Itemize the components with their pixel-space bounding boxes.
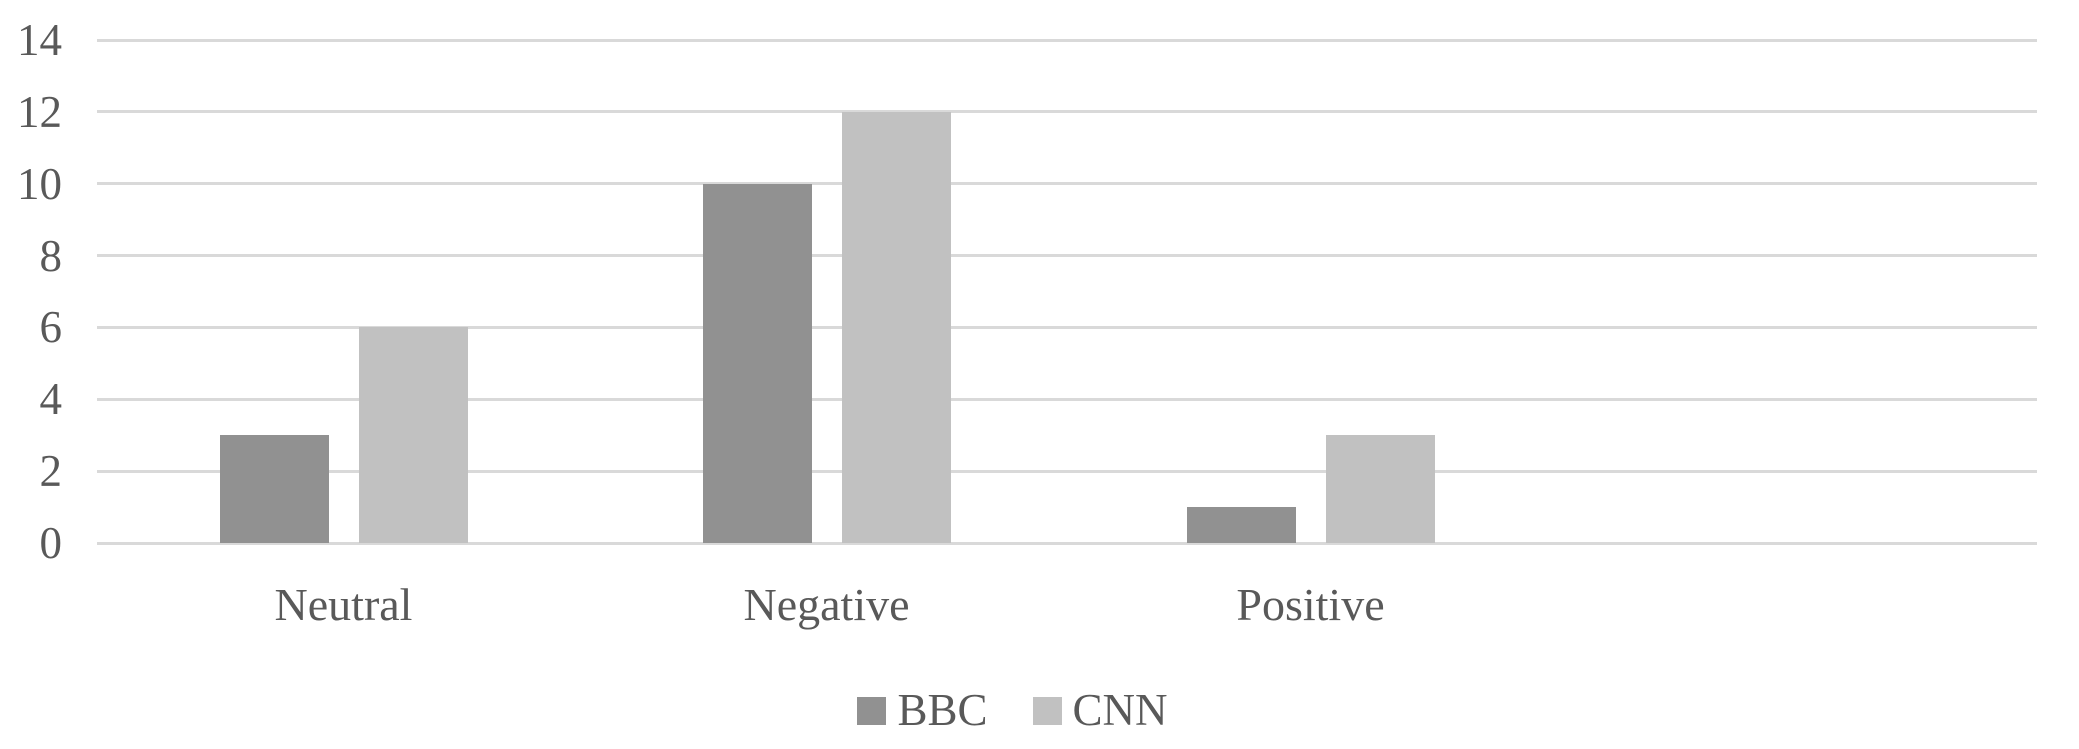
gridline-y-2 bbox=[97, 469, 2037, 473]
legend-label: BBC bbox=[897, 685, 988, 735]
category-label-neutral: Neutral bbox=[274, 579, 413, 630]
category-label-positive: Positive bbox=[1236, 579, 1385, 630]
y-axis-tick-label: 4 bbox=[39, 374, 63, 425]
bar-bbc-neutral bbox=[219, 435, 329, 543]
legend-item-cnn: CNN bbox=[1032, 685, 1168, 735]
bar-bbc-negative bbox=[702, 183, 812, 543]
category-label-negative: Negative bbox=[743, 579, 910, 630]
y-axis-tick-label: 0 bbox=[39, 518, 63, 568]
bar-bbc-positive bbox=[1186, 507, 1296, 543]
y-axis-tick-label: 14 bbox=[17, 15, 62, 65]
legend-item-bbc: BBC bbox=[857, 685, 988, 735]
gridline-y-0 bbox=[97, 541, 2037, 545]
bar-cnn-neutral bbox=[358, 327, 468, 543]
y-axis-tick-label: 8 bbox=[39, 230, 63, 281]
gridline-y-10 bbox=[97, 182, 2037, 186]
gridline-y-4 bbox=[97, 397, 2037, 401]
y-axis-tick-label: 6 bbox=[39, 302, 63, 353]
y-axis-tick-label: 10 bbox=[17, 158, 62, 209]
chart-legend: BBC CNN bbox=[0, 688, 2025, 733]
gridline-y-6 bbox=[97, 325, 2037, 329]
legend-swatch-icon bbox=[857, 696, 887, 725]
y-axis-tick-label: 12 bbox=[17, 86, 62, 137]
gridline-y-8 bbox=[97, 254, 2037, 258]
gridline-y-14 bbox=[97, 38, 2037, 42]
bar-cnn-positive bbox=[1325, 435, 1435, 543]
legend-swatch-icon bbox=[1032, 696, 1062, 725]
gridline-y-12 bbox=[97, 110, 2037, 114]
legend-label: CNN bbox=[1072, 685, 1168, 735]
y-axis-tick-label: 2 bbox=[39, 446, 63, 497]
bar-cnn-negative bbox=[841, 111, 951, 543]
